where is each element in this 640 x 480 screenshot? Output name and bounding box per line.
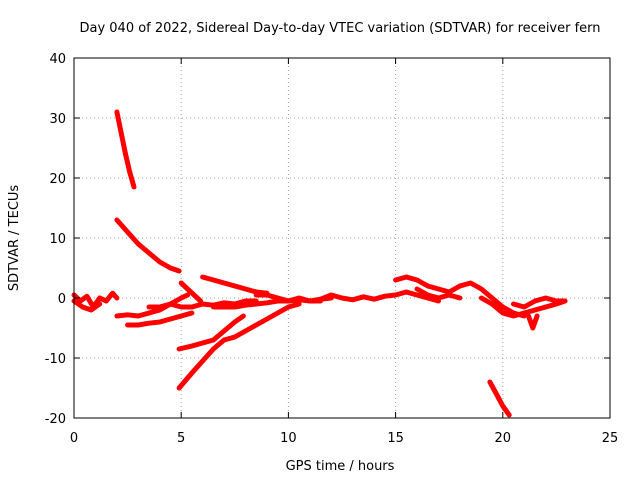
y-tick-label: 0 — [58, 292, 66, 307]
series-line-trace-8 — [146, 298, 259, 310]
series-line-trace-6 — [114, 292, 191, 319]
x-axis-label: GPS time / hours — [286, 459, 395, 474]
y-tick-label: 10 — [49, 232, 66, 247]
series-line-trace-9 — [176, 301, 302, 391]
series-line-trace-15 — [393, 274, 431, 289]
y-tick-label: 20 — [49, 172, 66, 187]
series-line-trace-14 — [318, 289, 441, 304]
y-axis-label: SDTVAR / TECUs — [7, 185, 22, 292]
series-line-trace-4 — [71, 290, 120, 310]
data-traces — [71, 109, 568, 418]
x-tick-label: 25 — [602, 431, 619, 446]
y-tick-label: -10 — [45, 352, 66, 367]
x-tick-label: 20 — [495, 431, 512, 446]
x-tick-label: 10 — [280, 431, 297, 446]
x-tick-label: 5 — [177, 431, 185, 446]
y-tick-label: 40 — [49, 52, 66, 67]
series-line-trace-13 — [253, 292, 324, 304]
y-tick-labels: -20 -10 0 10 20 30 40 — [45, 52, 66, 427]
series-line-trace-16 — [414, 286, 463, 301]
series-line-trace-5 — [71, 298, 103, 313]
series-line-trace-1 — [114, 109, 137, 190]
x-tick-labels: 0 5 10 15 20 25 — [70, 431, 618, 446]
chart-title: Day 040 of 2022, Sidereal Day-to-day VTE… — [79, 21, 600, 36]
grid — [74, 58, 610, 418]
x-tick-label: 0 — [70, 431, 78, 446]
y-tick-label: -20 — [45, 412, 66, 427]
y-tick-label: 30 — [49, 112, 66, 127]
series-line-trace-10 — [176, 313, 246, 352]
series-line-trace-3 — [178, 280, 203, 304]
series-line-trace-2 — [114, 217, 182, 274]
series-line-trace-20 — [511, 295, 568, 310]
series-line-trace-21 — [526, 313, 540, 331]
x-tick-label: 15 — [387, 431, 404, 446]
series-line-trace-18 — [457, 280, 527, 319]
series-line-trace-17 — [425, 283, 463, 295]
series-line-trace-22 — [487, 379, 512, 418]
series-line-trace-7 — [125, 310, 195, 328]
series-line-trace-11 — [200, 274, 270, 296]
series-line-trace-19 — [478, 295, 568, 319]
plot-frame — [73, 57, 611, 419]
